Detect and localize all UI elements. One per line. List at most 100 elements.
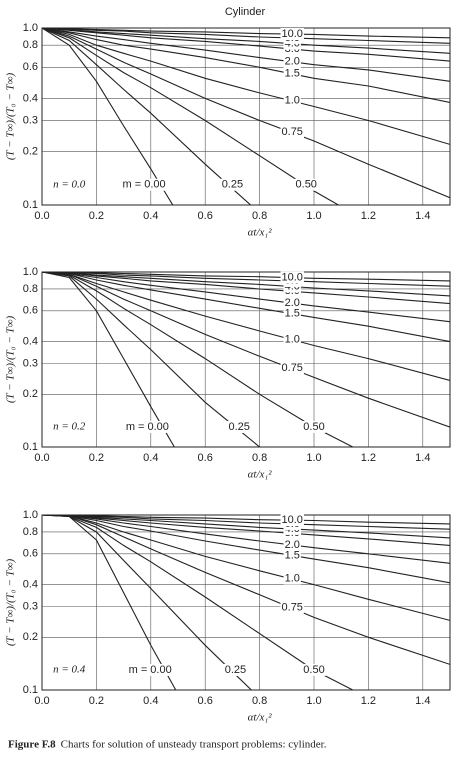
x-tick-label: 0.6 <box>198 452 213 464</box>
curve <box>42 515 450 584</box>
label-background <box>302 420 326 433</box>
annotation: n = 0.0 <box>53 178 86 190</box>
curve-label: 10.0 <box>282 28 303 40</box>
annotation: n = 0.2 <box>53 421 86 433</box>
x-tick-label: 0.2 <box>89 452 104 464</box>
y-tick-label: 0.6 <box>23 548 38 560</box>
curve-label: 1.0 <box>285 95 300 107</box>
label-background <box>280 271 304 284</box>
curve-label: 0.75 <box>282 601 303 613</box>
label-background <box>283 55 301 68</box>
y-axis-title: (T − T∞)/(T₀ − T∞) <box>5 316 17 404</box>
curve <box>42 272 450 382</box>
label-background <box>280 27 304 40</box>
y-tick-label: 0.4 <box>23 579 38 591</box>
curve <box>42 28 450 103</box>
label-background <box>227 420 251 433</box>
label-background <box>223 663 248 676</box>
label-background <box>220 178 245 191</box>
x-tick-label: 0.0 <box>34 695 49 707</box>
chart: 0.1 0.2 0.3 0.4 0.6 0.8 1.0 0.0 0.2 0.4 0.6 0.8 1.0 1… <box>5 6 451 239</box>
label-background <box>283 538 301 551</box>
x-axis-title: αt/x₁² <box>248 227 273 239</box>
curve <box>42 272 450 428</box>
label-background <box>283 94 301 107</box>
y-tick-label: 0.2 <box>23 388 38 400</box>
plot-frame <box>41 271 451 448</box>
curve-label: 1.0 <box>285 573 300 585</box>
x-tick-label: 1.4 <box>415 452 430 464</box>
x-tick-label: 1.2 <box>361 452 376 464</box>
x-tick-label: 0.4 <box>143 452 158 464</box>
label-background <box>302 663 326 676</box>
curve <box>42 28 450 39</box>
y-tick-label: 0.4 <box>23 336 38 348</box>
x-tick-label: 1.0 <box>306 210 321 222</box>
plot-frame <box>41 27 451 206</box>
curve-label: 0.50 <box>303 421 324 433</box>
curve <box>42 28 450 82</box>
label-background <box>294 178 318 191</box>
curve <box>42 272 450 343</box>
curve <box>42 515 450 564</box>
y-tick-label: 0.8 <box>23 39 38 51</box>
y-tick-label: 0.6 <box>23 61 38 73</box>
plot-frame <box>41 514 451 691</box>
curve-label: m = 0.00 <box>123 179 166 191</box>
curve <box>42 515 450 665</box>
label-background <box>121 178 167 191</box>
label-background <box>283 549 301 562</box>
x-tick-label: 1.0 <box>306 695 321 707</box>
curve <box>42 272 355 447</box>
curve-label: 10.0 <box>282 272 303 284</box>
curve-label: 2.0 <box>285 297 300 309</box>
x-tick-label: 0.4 <box>143 695 158 707</box>
curve-label: 2.0 <box>285 539 300 551</box>
y-tick-label: 0.3 <box>23 114 38 126</box>
curve <box>42 272 450 323</box>
curve-label: m = 0.00 <box>126 421 169 433</box>
y-tick-label: 0.8 <box>23 283 38 295</box>
curve-label: 0.25 <box>222 179 243 191</box>
y-axis-title: (T − T∞)/(T₀ − T∞) <box>5 559 17 647</box>
caption-label: Figure F.8 <box>8 739 56 751</box>
x-tick-label: 1.4 <box>415 695 430 707</box>
curve-label: 0.25 <box>228 421 249 433</box>
x-axis-title: αt/x₁² <box>248 469 273 481</box>
x-tick-label: 0.8 <box>252 695 267 707</box>
curve-label: 1.5 <box>285 549 300 561</box>
chart: 0.1 0.2 0.3 0.4 0.6 0.8 1.0 0.0 0.2 0.4 0.6 0.8 1.0 1… <box>5 266 451 481</box>
curve <box>42 272 450 282</box>
y-tick-label: 0.1 <box>23 199 38 211</box>
curve <box>42 28 450 199</box>
curve <box>42 28 252 205</box>
y-tick-label: 0.6 <box>23 305 38 317</box>
chart: 0.1 0.2 0.3 0.4 0.6 0.8 1.0 0.0 0.2 0.4 0.6 0.8 1.0 1… <box>5 509 451 724</box>
y-axis-title: (T − T∞)/(T₀ − T∞) <box>5 73 17 161</box>
x-axis-title: αt/x₁² <box>248 712 273 724</box>
curve-label: 2.0 <box>285 56 300 68</box>
caption-text: Charts for solution of unsteady transpor… <box>61 739 327 751</box>
curve <box>42 28 450 54</box>
x-tick-label: 0.8 <box>252 210 267 222</box>
x-tick-label: 1.4 <box>415 210 430 222</box>
label-background <box>52 420 87 433</box>
x-tick-label: 1.2 <box>361 210 376 222</box>
y-tick-label: 1.0 <box>23 509 38 521</box>
y-tick-label: 0.3 <box>23 600 38 612</box>
label-background <box>52 663 87 676</box>
chart-title: Cylinder <box>225 6 266 18</box>
x-tick-label: 0.4 <box>143 210 158 222</box>
x-tick-label: 1.2 <box>361 695 376 707</box>
x-tick-label: 0.0 <box>34 452 49 464</box>
curve <box>42 28 450 62</box>
curve-label: 10.0 <box>282 514 303 526</box>
curve-label: 0.75 <box>282 362 303 374</box>
curve-label: 0.75 <box>282 126 303 138</box>
y-tick-label: 0.4 <box>23 92 38 104</box>
label-background <box>283 67 301 80</box>
curve-label: 0.50 <box>303 664 324 676</box>
curve-label: m = 0.00 <box>129 664 172 676</box>
label-background <box>280 514 304 527</box>
label-background <box>52 178 87 191</box>
